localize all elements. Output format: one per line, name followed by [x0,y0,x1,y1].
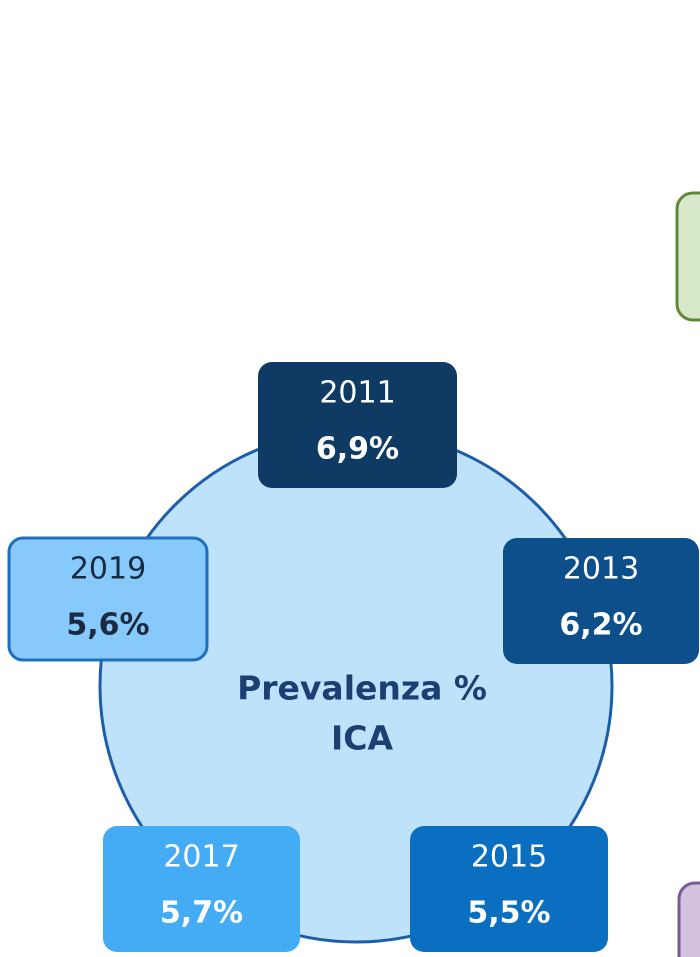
year-label: 2013 [563,552,639,587]
year-label: 2017 [163,840,239,875]
year-label: 2015 [471,840,547,875]
year-label: 2019 [70,552,146,587]
value-label: 5,6% [66,608,149,643]
nodes: 2011 6,9% 2013 6,2% 2015 5,5% 2017 5,7% 2019 5,6% [7,362,699,952]
year-box [7,536,209,662]
center-label: ICA [331,719,393,758]
side-box-green [675,191,700,322]
value-label: 6,2% [559,608,642,643]
year-box [503,538,699,664]
year-box [410,826,608,952]
center-label: Prevalenza % [237,669,487,708]
year-box [258,362,457,488]
year-box [103,826,300,952]
value-label: 5,5% [467,896,550,931]
year-label: 2011 [319,376,395,411]
side-box-purple [677,881,700,957]
value-label: 5,7% [160,896,243,931]
value-label: 6,9% [316,432,399,467]
